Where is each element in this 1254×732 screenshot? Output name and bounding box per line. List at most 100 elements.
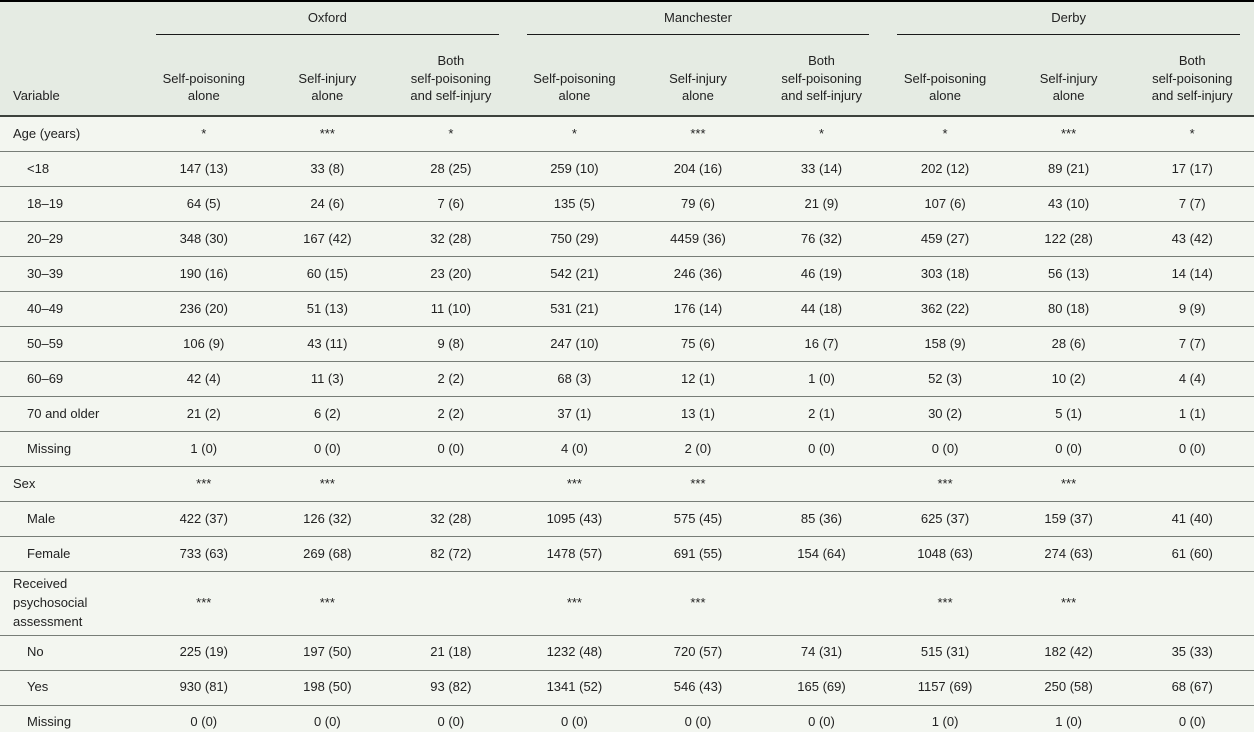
variable-column-header: Variable: [0, 35, 142, 117]
value-cell: 2 (2): [389, 361, 513, 397]
value-cell: 274 (63): [1006, 536, 1131, 572]
value-cell: 362 (22): [883, 291, 1007, 327]
value-cell: 1 (0): [759, 361, 884, 397]
table-row: 50–59 106 (9) 43 (11) 9 (8) 247 (10) 75 (6) 16…: [0, 326, 1254, 362]
value-cell: 546 (43): [636, 669, 760, 706]
value-cell: 225 (19): [142, 634, 266, 671]
value-cell: 236 (20): [142, 291, 266, 327]
table-row: Yes 930 (81) 198 (50) 93 (82) 1341 (52) 546 (…: [0, 669, 1254, 706]
row-label: Female: [0, 536, 142, 572]
value-cell: 21 (18): [389, 634, 513, 671]
value-cell: 1341 (52): [512, 669, 637, 706]
group-header-manchester-cell: Manchester: [512, 1, 884, 35]
value-cell: 303 (18): [883, 256, 1007, 292]
value-cell: 198 (50): [265, 669, 390, 706]
value-cell: 0 (0): [636, 704, 760, 732]
value-cell: 190 (16): [142, 256, 266, 292]
value-cell: 154 (64): [759, 536, 884, 572]
row-label: Missing: [0, 704, 142, 732]
row-label: 20–29: [0, 221, 142, 257]
value-cell: 42 (4): [142, 361, 266, 397]
value-cell: 1 (0): [883, 704, 1007, 732]
value-cell: 1095 (43): [512, 501, 637, 537]
value-cell: *: [818, 125, 825, 141]
col-header-oxford-self-injury: Self-injury alone: [265, 35, 390, 117]
value-cell: 691 (55): [636, 536, 760, 572]
value-cell: ***: [265, 466, 390, 502]
table-row: 60–69 42 (4) 11 (3) 2 (2) 68 (3) 12 (1) 1 (0) 5…: [0, 361, 1254, 397]
table-row: Received psychosocial assessment *** *** **…: [0, 571, 1254, 636]
value-cell: 0 (0): [265, 431, 390, 467]
value-cell: 51 (13): [265, 291, 390, 327]
value-cell: [759, 571, 884, 636]
table-row: No 225 (19) 197 (50) 21 (18) 1232 (48) 720 (5…: [0, 634, 1254, 671]
value-cell: 259 (10): [512, 151, 637, 187]
row-label: Age (years): [13, 125, 81, 141]
value-cell: 0 (0): [1130, 431, 1254, 467]
value-cell: 247 (10): [512, 326, 637, 362]
row-label: Sex: [0, 466, 142, 502]
value-cell: 74 (31): [759, 634, 884, 671]
value-cell: 0 (0): [142, 704, 266, 732]
value-cell: 93 (82): [389, 669, 513, 706]
value-cell: 0 (0): [389, 431, 513, 467]
row-label: Missing: [0, 431, 142, 467]
value-cell: ***: [883, 571, 1007, 636]
value-cell: [1130, 571, 1254, 636]
row-label: No: [0, 634, 142, 671]
col-header-oxford-both: Both self-poisoning and self-injury: [389, 35, 513, 117]
value-cell: 35 (33): [1130, 634, 1254, 671]
value-cell: 56 (13): [1006, 256, 1131, 292]
col-header-derby-self-poisoning: Self-poisoning alone: [883, 35, 1007, 117]
value-cell: *: [201, 125, 207, 141]
value-cell: 46 (19): [759, 256, 884, 292]
value-cell: ***: [1061, 125, 1077, 141]
value-cell: 2 (0): [636, 431, 760, 467]
value-cell: ***: [690, 125, 706, 141]
value-cell: ***: [142, 571, 266, 636]
value-cell: 159 (37): [1006, 501, 1131, 537]
value-cell: 122 (28): [1006, 221, 1131, 257]
table-row: 30–39 190 (16) 60 (15) 23 (20) 542 (21) 246 (…: [0, 256, 1254, 292]
value-cell: 182 (42): [1006, 634, 1131, 671]
value-cell: 135 (5): [512, 186, 637, 222]
value-cell: 21 (2): [142, 396, 266, 432]
value-cell: 52 (3): [883, 361, 1007, 397]
table-row: <18 147 (13) 33 (8) 28 (25) 259 (10) 204 (16)…: [0, 151, 1254, 187]
value-cell: 733 (63): [142, 536, 266, 572]
table-body: Age (years) * *** * * *** * * *** * <18 147 (13) 33 …: [0, 116, 1254, 732]
value-cell: 1478 (57): [512, 536, 637, 572]
value-cell: 7 (6): [389, 186, 513, 222]
value-cell: 30 (2): [883, 396, 1007, 432]
table-row: Male 422 (37) 126 (32) 32 (28) 1095 (43) 575 …: [0, 501, 1254, 537]
group-header-derby-cell: Derby: [883, 1, 1254, 35]
value-cell: 1 (0): [142, 431, 266, 467]
value-cell: [759, 466, 884, 502]
value-cell: 28 (25): [389, 151, 513, 187]
value-cell: 64 (5): [142, 186, 266, 222]
value-cell: [389, 571, 513, 636]
row-label: 70 and older: [0, 396, 142, 432]
col-header-derby-self-injury: Self-injury alone: [1006, 35, 1131, 117]
group-label-derby: Derby: [897, 2, 1240, 35]
value-cell: 10 (2): [1006, 361, 1131, 397]
table-row: 18–19 64 (5) 24 (6) 7 (6) 135 (5) 79 (6) 21 (9…: [0, 186, 1254, 222]
value-cell: 24 (6): [265, 186, 390, 222]
value-cell: 33 (8): [265, 151, 390, 187]
col-header-manchester-self-injury: Self-injury alone: [636, 35, 760, 117]
col-header-manchester-self-poisoning: Self-poisoning alone: [512, 35, 637, 117]
value-cell: 7 (7): [1130, 186, 1254, 222]
value-cell: 542 (21): [512, 256, 637, 292]
value-cell: 107 (6): [883, 186, 1007, 222]
value-cell: *: [571, 125, 577, 141]
value-cell: 0 (0): [1130, 704, 1254, 732]
value-cell: 43 (11): [265, 326, 390, 362]
value-cell: 28 (6): [1006, 326, 1131, 362]
value-cell: 43 (10): [1006, 186, 1131, 222]
row-label: 40–49: [0, 291, 142, 327]
value-cell: 68 (3): [512, 361, 637, 397]
value-cell: ***: [636, 466, 760, 502]
value-cell: *: [942, 125, 948, 141]
value-cell: 11 (10): [389, 291, 513, 327]
value-cell: 106 (9): [142, 326, 266, 362]
